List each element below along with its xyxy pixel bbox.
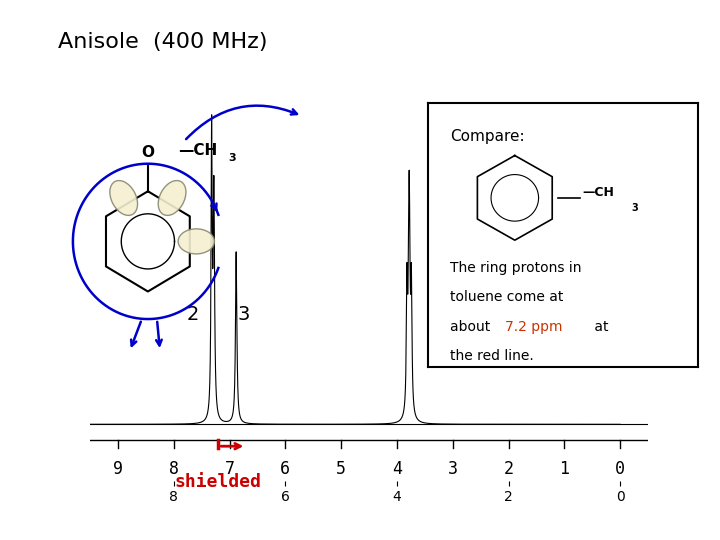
Text: 5: 5 xyxy=(336,460,346,478)
Text: —CH: —CH xyxy=(582,186,614,199)
Text: 6: 6 xyxy=(280,460,290,478)
Text: the red line.: the red line. xyxy=(450,349,534,363)
Text: —CH: —CH xyxy=(178,144,217,158)
Text: at: at xyxy=(590,320,609,334)
Ellipse shape xyxy=(110,180,138,215)
Text: 3: 3 xyxy=(238,305,250,325)
Text: 3: 3 xyxy=(228,153,235,163)
Text: 0: 0 xyxy=(615,460,625,478)
Text: 7: 7 xyxy=(225,460,235,478)
Text: about: about xyxy=(450,320,495,334)
Text: 2: 2 xyxy=(503,460,513,478)
Text: shielded: shielded xyxy=(175,473,262,491)
Text: 3: 3 xyxy=(448,460,458,478)
Text: toluene come at: toluene come at xyxy=(450,291,563,305)
Text: Compare:: Compare: xyxy=(450,129,525,144)
Text: Anisole  (400 MHz): Anisole (400 MHz) xyxy=(58,32,267,52)
Text: 4: 4 xyxy=(392,460,402,478)
Ellipse shape xyxy=(158,180,186,215)
Text: 7.2 ppm: 7.2 ppm xyxy=(505,320,563,334)
Text: O: O xyxy=(141,145,154,160)
Text: 3: 3 xyxy=(631,204,638,213)
Text: 1: 1 xyxy=(559,460,570,478)
Ellipse shape xyxy=(178,229,215,254)
Text: The ring protons in: The ring protons in xyxy=(450,261,582,275)
Text: 9: 9 xyxy=(113,460,123,478)
Text: 2: 2 xyxy=(187,305,199,325)
Text: 8: 8 xyxy=(168,460,179,478)
